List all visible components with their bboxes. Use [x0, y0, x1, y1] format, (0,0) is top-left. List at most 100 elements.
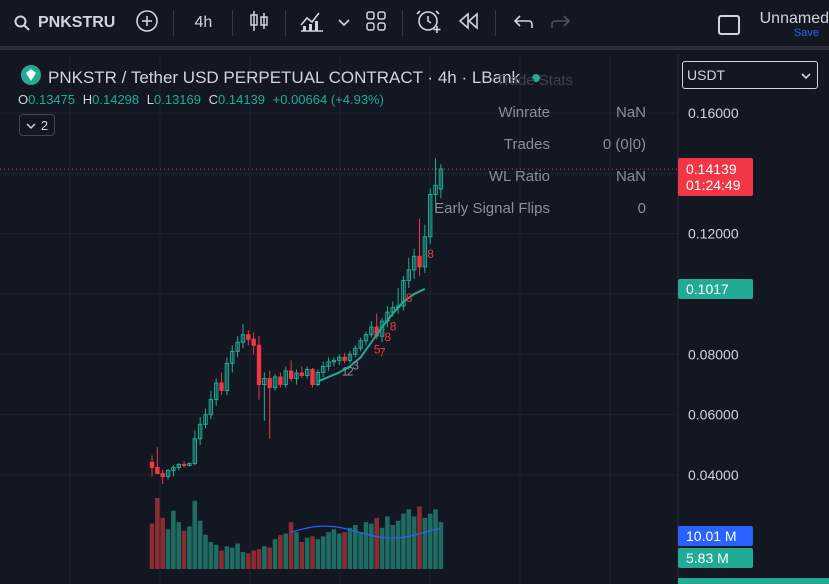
candle-body	[438, 168, 444, 190]
candle-body	[155, 466, 160, 474]
volume-ma-line	[290, 525, 442, 539]
volume-bar	[390, 524, 396, 569]
volume-bar	[379, 527, 385, 569]
layout-name-group[interactable]: Unnamed Save	[759, 9, 829, 39]
volume-bar	[320, 536, 326, 569]
sequence-count-label: 3	[352, 358, 359, 372]
candle-body	[406, 269, 412, 281]
volume-bar	[433, 509, 438, 569]
volume-bar	[251, 550, 256, 569]
trade-stats-title: Trade Stats	[496, 72, 573, 89]
candle-body	[165, 469, 171, 478]
volume-bar	[427, 513, 433, 569]
layout-select-button[interactable]	[717, 15, 740, 35]
volume-bar	[385, 516, 390, 569]
currency-value: USDT	[687, 67, 726, 83]
sequence-count-label: 7	[379, 345, 386, 359]
candle-body	[230, 350, 235, 364]
candle-body	[310, 368, 315, 385]
candle-body	[321, 365, 326, 373]
rewind-icon	[457, 11, 481, 36]
top-toolbar: PNKSTRU 4h	[0, 0, 829, 50]
chevron-down-icon	[338, 14, 350, 32]
chevron-down-icon	[801, 67, 811, 83]
undo-button[interactable]	[502, 0, 542, 48]
volume-bar	[235, 543, 240, 569]
candle-body	[235, 341, 240, 352]
legend-title-row: PNKSTR / Tether USD PERPETUAL CONTRACT ·…	[20, 64, 541, 91]
candle-body	[401, 279, 406, 307]
volume-bar	[395, 520, 401, 569]
volume-bar	[331, 529, 337, 569]
chevron-down-icon	[26, 118, 36, 133]
candle-body	[246, 334, 251, 340]
indicators-button[interactable]	[292, 0, 332, 48]
candle-body	[315, 371, 321, 385]
volume-bar	[417, 506, 422, 569]
replay-button[interactable]	[449, 0, 489, 48]
alarm-clock-icon	[416, 8, 442, 39]
volume-bar	[411, 516, 417, 569]
candle-body	[337, 356, 342, 361]
volume-bar	[203, 534, 208, 569]
chart-type-button[interactable]	[239, 0, 279, 48]
volume-bar	[176, 522, 182, 569]
plus-circle-icon	[135, 9, 159, 38]
price-chart[interactable]: 0.160000.120000.080000.060000.0400012357…	[0, 54, 829, 584]
price-scale-tick-label: 0.12000	[688, 226, 739, 242]
candle-body	[283, 370, 288, 385]
templates-button[interactable]	[356, 0, 396, 48]
volume-bar	[229, 547, 235, 569]
candle-body	[363, 334, 369, 342]
candle-body	[256, 344, 262, 385]
indicators-dropdown-button[interactable]	[332, 0, 356, 48]
volume-bar	[304, 537, 310, 569]
candle-body	[149, 461, 155, 468]
alert-button[interactable]	[409, 0, 449, 48]
volume-bar	[181, 530, 187, 569]
candle-body	[304, 368, 310, 376]
currency-select[interactable]: USDT	[682, 61, 818, 89]
volume-bar	[326, 532, 331, 569]
save-button[interactable]: Save	[793, 26, 819, 39]
symbol-search-button[interactable]: PNKSTRU	[0, 0, 127, 48]
volume-bar	[171, 510, 176, 569]
indicators-count: 2	[40, 117, 49, 133]
volume-bar	[267, 547, 272, 569]
volume-bar	[256, 549, 262, 569]
sequence-count-label: 8	[406, 291, 413, 305]
candle-body	[219, 382, 224, 392]
indicators-collapse-button[interactable]: 2	[19, 114, 55, 136]
volume-bar	[224, 546, 230, 569]
toolbar-divider	[232, 10, 234, 36]
volume-bar	[278, 534, 283, 569]
price-scale-tick-label: 0.04000	[688, 467, 739, 483]
stats-row-early-signal-flips: Early Signal Flips 0	[434, 200, 646, 217]
compare-symbol-button[interactable]	[127, 0, 167, 48]
candle-body	[272, 376, 278, 389]
candle-body	[171, 466, 176, 471]
volume-bar	[406, 509, 412, 569]
candle-body	[422, 236, 428, 268]
scale-bottom-marker	[678, 578, 829, 584]
volume-bar	[208, 542, 214, 569]
volume-bar	[422, 517, 428, 569]
candle-body	[347, 353, 353, 361]
market-status-dot	[532, 73, 541, 82]
sequence-count-label: 2	[347, 364, 354, 378]
layout-name[interactable]: Unnamed	[759, 9, 829, 27]
candle-body	[288, 370, 294, 379]
volume-bar	[187, 526, 192, 569]
volume-bar	[315, 539, 321, 569]
volume-bar	[353, 524, 358, 569]
redo-button[interactable]	[542, 0, 582, 48]
redo-icon	[551, 12, 573, 35]
interval-button[interactable]: 4h	[194, 14, 213, 31]
candle-body	[224, 362, 230, 392]
ohlc-values: O0.13475 H0.14298 L0.13169 C0.14139 +0.0…	[18, 92, 384, 107]
stats-row-wl-ratio: WL Ratio NaN	[488, 168, 646, 185]
volume-bar	[246, 553, 251, 569]
toolbar-divider	[285, 10, 287, 36]
candle-body	[331, 359, 337, 363]
volume-bar	[219, 550, 224, 569]
